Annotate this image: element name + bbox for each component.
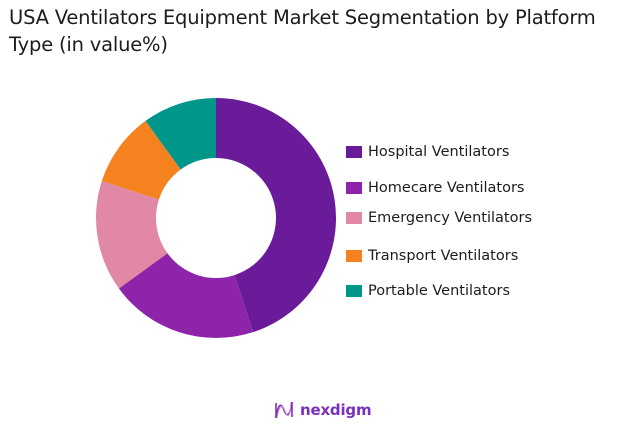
legend-label: Transport Ventilators (368, 248, 519, 264)
legend-item-homecare: Homecare Ventilators (346, 180, 524, 196)
legend-swatch (346, 212, 362, 224)
legend-label: Emergency Ventilators (368, 210, 532, 226)
legend-item-hospital: Hospital Ventilators (346, 144, 509, 160)
legend-item-emergency: Emergency Ventilators (346, 210, 532, 226)
legend-swatch (346, 146, 362, 158)
donut-segment-transport-ventilators (101, 120, 181, 200)
donut-segments (95, 98, 337, 338)
legend-swatch (346, 182, 362, 194)
nexdigm-wave-icon (275, 401, 293, 419)
donut-segment-hospital-ventilators (216, 98, 337, 333)
legend-label: Homecare Ventilators (368, 180, 525, 196)
legend-label: Portable Ventilators (368, 283, 510, 299)
legend-label: Hospital Ventilators (368, 144, 510, 160)
legend-swatch (346, 250, 362, 262)
donut-segment-emergency-ventilators (95, 180, 168, 289)
chart-title: USA Ventilators Equipment Market Segment… (9, 6, 596, 56)
logo-text: nexdigm (300, 401, 372, 419)
nexdigm-logo: nexdigm (274, 400, 372, 420)
legend-swatch (346, 285, 362, 297)
donut-segment-portable-ventilators (145, 98, 216, 170)
legend-item-portable: Portable Ventilators (346, 283, 510, 299)
legend-item-transport: Transport Ventilators (346, 248, 518, 264)
donut-segment-homecare-ventilators (118, 253, 254, 338)
